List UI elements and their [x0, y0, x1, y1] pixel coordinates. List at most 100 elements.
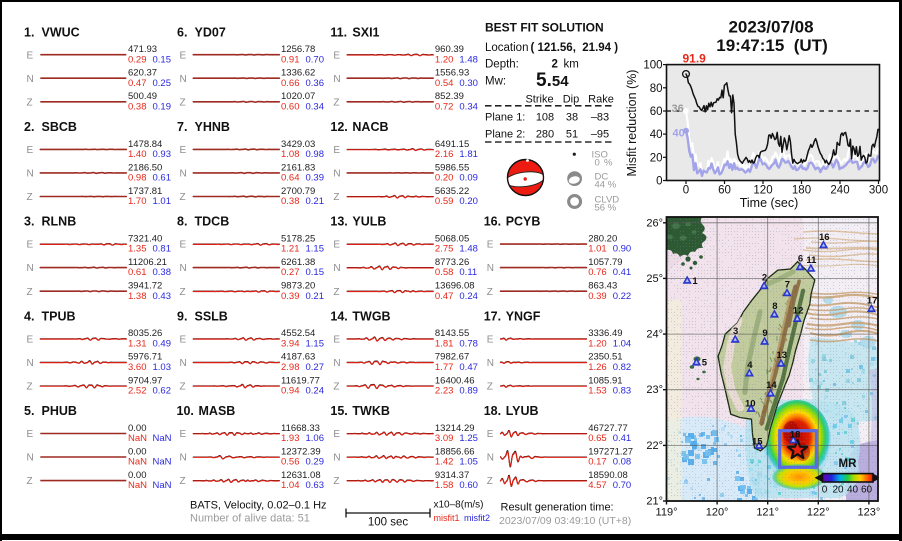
svg-text:7321.40: 7321.40: [128, 234, 162, 245]
svg-text:8773.26: 8773.26: [435, 257, 469, 268]
svg-text:1020.07: 1020.07: [281, 91, 315, 102]
svg-text:40: 40: [673, 128, 685, 140]
svg-text:Z: Z: [487, 382, 493, 393]
svg-text:240: 240: [830, 185, 849, 197]
svg-text:YD07: YD07: [195, 25, 226, 39]
svg-text:E: E: [333, 50, 340, 61]
svg-text:Z: Z: [180, 192, 186, 203]
svg-text:%: %: [604, 158, 613, 169]
svg-text:1.81: 1.81: [435, 338, 454, 349]
svg-text:6.: 6.: [177, 25, 187, 39]
svg-text:Plane 2:: Plane 2:: [485, 129, 525, 141]
svg-text:0.47: 0.47: [459, 362, 478, 373]
svg-text:0: 0: [595, 158, 600, 169]
svg-text:0.91: 0.91: [281, 54, 300, 65]
svg-text:E: E: [27, 334, 34, 345]
svg-text:YNGF: YNGF: [506, 309, 541, 323]
svg-text:N: N: [27, 453, 34, 464]
svg-text:N: N: [180, 169, 187, 180]
svg-text:0.27: 0.27: [306, 362, 325, 373]
svg-text:NaN: NaN: [128, 457, 147, 468]
svg-text:0.98: 0.98: [128, 173, 147, 184]
svg-text:471.93: 471.93: [128, 44, 157, 55]
svg-text:Z: Z: [27, 287, 33, 298]
svg-text:1.15: 1.15: [306, 338, 325, 349]
svg-text:60: 60: [650, 106, 663, 118]
svg-text:2.: 2.: [24, 120, 34, 134]
svg-text:Z: Z: [27, 382, 33, 393]
svg-text:Z: Z: [333, 476, 339, 487]
svg-text:2186.50: 2186.50: [128, 162, 162, 173]
svg-text:5068.05: 5068.05: [435, 234, 469, 245]
svg-text:0.30: 0.30: [459, 78, 478, 89]
svg-text:863.43: 863.43: [588, 281, 617, 292]
svg-text:6491.15: 6491.15: [435, 139, 469, 150]
svg-text:Z: Z: [27, 476, 33, 487]
svg-text:4: 4: [747, 360, 753, 371]
svg-text:12631.08: 12631.08: [281, 470, 321, 481]
svg-text:0.24: 0.24: [459, 291, 478, 302]
svg-text:1: 1: [692, 276, 698, 287]
svg-text:SBCB: SBCB: [42, 120, 77, 134]
svg-text:1.03: 1.03: [153, 362, 172, 373]
svg-text:NaN: NaN: [128, 480, 147, 491]
svg-text:20: 20: [650, 152, 663, 164]
svg-text:14.: 14.: [330, 309, 347, 323]
svg-text:12: 12: [793, 305, 804, 316]
svg-text:1256.78: 1256.78: [281, 44, 315, 55]
svg-text:km: km: [564, 58, 579, 70]
svg-text:E: E: [333, 429, 340, 440]
svg-text:N: N: [487, 358, 494, 369]
svg-text:5178.25: 5178.25: [281, 234, 315, 245]
svg-text:0.21: 0.21: [306, 196, 325, 207]
svg-text:1.20: 1.20: [435, 54, 454, 65]
svg-text:7.: 7.: [177, 120, 187, 134]
svg-text:LYUB: LYUB: [506, 404, 539, 418]
svg-text:E: E: [180, 145, 187, 156]
svg-text:PCYB: PCYB: [506, 215, 541, 229]
svg-text:3.60: 3.60: [128, 362, 147, 373]
svg-text:1.01: 1.01: [153, 196, 172, 207]
svg-text:56 %: 56 %: [595, 203, 617, 214]
svg-text:9: 9: [762, 328, 767, 339]
svg-text:TDCB: TDCB: [195, 215, 230, 229]
svg-text:1.08: 1.08: [281, 149, 300, 160]
svg-text:8143.55: 8143.55: [435, 328, 469, 339]
svg-text:3: 3: [733, 326, 738, 337]
svg-text:N: N: [27, 169, 34, 180]
svg-text:E: E: [180, 334, 187, 345]
svg-text:18590.08: 18590.08: [588, 470, 628, 481]
svg-text:5: 5: [702, 358, 708, 369]
svg-text:15: 15: [752, 436, 763, 447]
svg-text:1.35: 1.35: [128, 244, 147, 255]
svg-text:Z: Z: [333, 97, 339, 108]
svg-text:122°: 122°: [807, 507, 830, 519]
svg-text:40: 40: [847, 485, 859, 496]
svg-text:0.29: 0.29: [306, 457, 325, 468]
svg-text:17: 17: [867, 296, 878, 307]
svg-text:2700.79: 2700.79: [281, 186, 315, 197]
svg-text:300: 300: [869, 185, 888, 197]
svg-text:0.93: 0.93: [153, 149, 172, 160]
svg-text:1.40: 1.40: [128, 149, 147, 160]
svg-text:TWKB: TWKB: [352, 404, 390, 418]
svg-text:44 %: 44 %: [595, 180, 617, 191]
svg-text:N: N: [27, 358, 34, 369]
svg-text:18856.66: 18856.66: [435, 446, 475, 457]
svg-text:10: 10: [745, 399, 756, 410]
svg-text:2.98: 2.98: [281, 362, 300, 373]
svg-text:0.82: 0.82: [613, 362, 632, 373]
svg-text:4.: 4.: [24, 309, 34, 323]
svg-text:1.48: 1.48: [459, 54, 478, 65]
svg-text:8035.26: 8035.26: [128, 328, 162, 339]
svg-text:NaN: NaN: [153, 457, 172, 468]
svg-text:2023/07/09 03:49:10 (UT+8): 2023/07/09 03:49:10 (UT+8): [499, 515, 631, 527]
svg-text:0.00: 0.00: [128, 446, 147, 457]
svg-text:26°: 26°: [646, 217, 663, 229]
svg-text:16400.46: 16400.46: [435, 375, 475, 386]
svg-text:13: 13: [777, 350, 788, 361]
svg-text:3.94: 3.94: [281, 338, 300, 349]
svg-text:E: E: [487, 429, 494, 440]
svg-text:0.38: 0.38: [153, 267, 172, 278]
svg-text:0.49: 0.49: [153, 338, 172, 349]
